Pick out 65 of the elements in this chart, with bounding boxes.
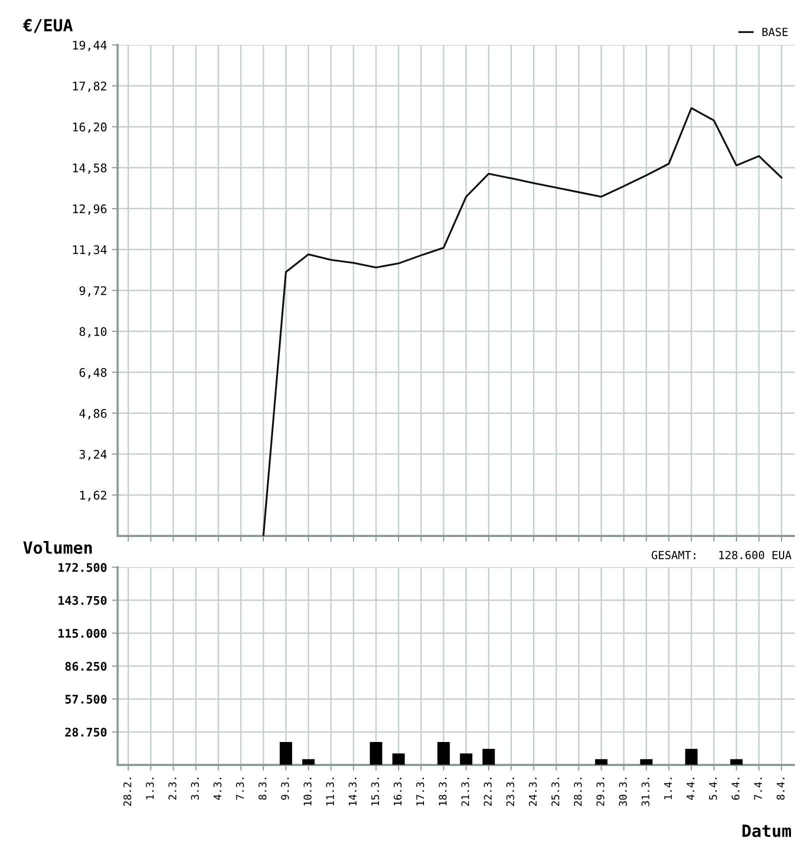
y-tick-label: 9,72 bbox=[80, 286, 106, 297]
x-tick-label: 8.4. bbox=[776, 778, 785, 800]
x-tick-label: 3.3. bbox=[190, 778, 199, 800]
y-tick-label: 86.250 bbox=[65, 662, 107, 671]
x-tick-label: 18.3. bbox=[438, 778, 447, 806]
y-tick-label: 17,82 bbox=[73, 82, 106, 92]
y-axis-title: €/EUA bbox=[22, 18, 73, 33]
y-axis-title: Volumen bbox=[23, 541, 92, 554]
x-tick-label: 5.4. bbox=[709, 778, 717, 800]
x-tick-label: 31.3. bbox=[642, 778, 650, 806]
x-tick-label: 10.3. bbox=[304, 778, 312, 806]
legend-label: BASE bbox=[762, 28, 788, 36]
y-tick-label: 28.750 bbox=[65, 728, 107, 737]
text: GESAMT: 128.600 EUA bbox=[652, 550, 792, 560]
x-tick-label: 7.3. bbox=[236, 778, 244, 800]
y-tick-label: 14,58 bbox=[73, 163, 106, 174]
y-tick-label: 11,34 bbox=[73, 245, 107, 256]
bar bbox=[685, 748, 698, 765]
x-tick-label: 1.4. bbox=[664, 778, 672, 800]
y-tick-label: 12,96 bbox=[73, 204, 106, 215]
bar bbox=[302, 759, 315, 765]
y-tick-label: 115.000 bbox=[58, 628, 107, 638]
x-tick-label: 11.3. bbox=[326, 778, 334, 806]
x-tick-label: 15.3. bbox=[371, 778, 380, 806]
x-tick-label: 21.3. bbox=[461, 778, 470, 806]
y-tick-label: 3,24 bbox=[80, 450, 107, 460]
x-tick-label: 28.3. bbox=[574, 778, 582, 806]
x-tick-label: 4.3. bbox=[214, 778, 222, 800]
x-tick-label: 25.3. bbox=[551, 778, 560, 806]
x-axis-title: Datum bbox=[742, 824, 791, 838]
bar bbox=[460, 753, 472, 765]
bar bbox=[370, 742, 382, 765]
y-tick-label: 172.500 bbox=[58, 563, 107, 572]
y-tick-label: 19,44 bbox=[73, 40, 107, 52]
x-tick-label: 30.3. bbox=[618, 778, 627, 806]
y-tick-label: 8,10 bbox=[80, 327, 106, 338]
x-tick-label: 8.3. bbox=[258, 778, 266, 800]
x-tick-label: 22.3. bbox=[484, 778, 492, 806]
x-tick-label: 14.3. bbox=[348, 778, 357, 806]
y-tick-label: 4,86 bbox=[79, 408, 106, 420]
bar bbox=[482, 748, 495, 765]
bar bbox=[640, 759, 653, 765]
y-tick-label: 16,20 bbox=[73, 122, 106, 133]
x-tick-label: 29.3. bbox=[596, 778, 604, 806]
y-tick-label: 57.500 bbox=[65, 694, 107, 704]
x-tick-label: 16.3. bbox=[394, 778, 402, 806]
x-tick-label: 24.3. bbox=[528, 778, 537, 806]
x-tick-label: 9.3. bbox=[281, 778, 289, 800]
bar bbox=[730, 759, 743, 765]
bar bbox=[595, 759, 608, 765]
y-tick-label: 143.750 bbox=[58, 596, 107, 605]
line-series bbox=[262, 107, 782, 536]
x-tick-label: 6.4. bbox=[732, 778, 740, 800]
bar bbox=[280, 742, 292, 765]
y-tick-label: 6,48 bbox=[80, 368, 106, 378]
x-tick-label: 17.3. bbox=[416, 778, 424, 806]
bar bbox=[392, 753, 405, 765]
x-tick-label: 1.3. bbox=[146, 778, 154, 800]
x-tick-label: 7.4. bbox=[754, 778, 762, 800]
bar bbox=[437, 742, 450, 765]
x-tick-label: 28.2. bbox=[123, 778, 132, 806]
x-tick-label: 23.3. bbox=[506, 778, 514, 806]
x-tick-label: 2.3. bbox=[168, 778, 176, 800]
x-tick-label: 4.4. bbox=[686, 778, 694, 800]
y-tick-label: 1,62 bbox=[80, 490, 106, 502]
